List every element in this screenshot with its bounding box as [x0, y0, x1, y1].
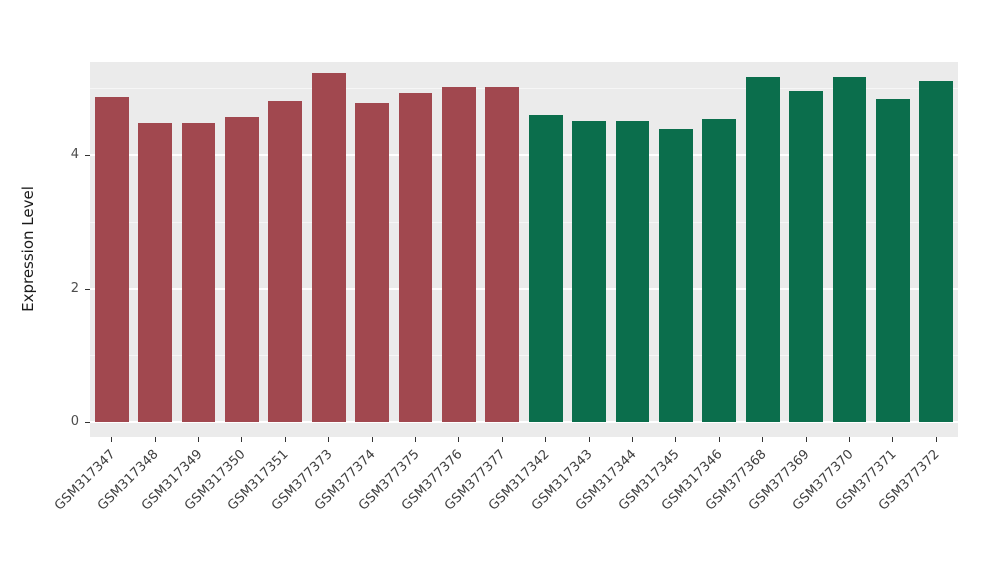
x-tick-mark-GSM377375 — [415, 437, 416, 442]
gridline-minor-1 — [90, 355, 958, 357]
x-tick-mark-GSM317349 — [198, 437, 199, 442]
bar-GSM317349 — [181, 122, 216, 423]
y-tick-label-0: 0 — [70, 414, 79, 430]
gridline-major-0 — [90, 421, 958, 424]
bar-GSM377368 — [745, 76, 780, 423]
bar-GSM377373 — [311, 72, 346, 423]
bar-GSM377374 — [355, 103, 390, 423]
plot-panel — [90, 62, 958, 437]
gridline-major-4 — [90, 154, 958, 157]
x-tick-mark-GSM317350 — [241, 437, 243, 442]
x-tick-mark-GSM317344 — [632, 437, 633, 442]
x-tick-mark-GSM317348 — [154, 437, 156, 442]
bar-GSM317351 — [268, 101, 303, 423]
gridline-minor-3 — [90, 221, 958, 223]
x-tick-mark-GSM377373 — [328, 437, 330, 442]
bar-GSM317350 — [224, 117, 259, 423]
bar-GSM317348 — [138, 122, 173, 423]
x-tick-mark-GSM377372 — [935, 437, 937, 442]
bar-GSM377375 — [398, 92, 433, 423]
y-tick-label-2: 2 — [70, 280, 79, 296]
y-tick-mark-4 — [85, 155, 90, 157]
bar-GSM377372 — [919, 81, 954, 423]
bar-GSM317343 — [572, 121, 607, 423]
x-tick-mark-GSM377376 — [458, 437, 460, 442]
bar-GSM317345 — [658, 129, 693, 423]
bar-GSM317344 — [615, 121, 650, 423]
x-tick-mark-GSM317347 — [111, 437, 113, 442]
x-tick-mark-GSM317345 — [675, 437, 677, 442]
x-tick-mark-GSM377369 — [805, 437, 807, 442]
bar-GSM317347 — [94, 97, 129, 423]
x-tick-mark-GSM317342 — [545, 437, 547, 442]
x-tick-mark-GSM317343 — [588, 437, 590, 442]
x-tick-mark-GSM377371 — [892, 437, 894, 442]
bar-GSM377370 — [832, 76, 867, 423]
y-tick-mark-0 — [85, 422, 90, 424]
bar-GSM317346 — [702, 119, 737, 423]
x-tick-mark-GSM377374 — [371, 437, 373, 442]
x-tick-mark-GSM317346 — [718, 437, 720, 442]
x-tick-mark-GSM377368 — [762, 437, 764, 442]
bar-GSM317342 — [528, 114, 563, 423]
y-axis-title: Expression Level — [19, 186, 37, 312]
bar-GSM377369 — [789, 90, 824, 423]
y-tick-mark-2 — [85, 288, 90, 290]
gridline-major-2 — [90, 287, 958, 290]
bar-GSM377376 — [441, 86, 476, 423]
gridline-minor-5 — [90, 88, 958, 90]
x-tick-mark-GSM317351 — [284, 437, 286, 442]
y-tick-label-4: 4 — [70, 147, 79, 163]
x-tick-mark-GSM377377 — [501, 437, 503, 442]
bar-GSM377371 — [875, 99, 910, 423]
bar-GSM377377 — [485, 87, 520, 423]
x-tick-mark-GSM377370 — [849, 437, 850, 442]
